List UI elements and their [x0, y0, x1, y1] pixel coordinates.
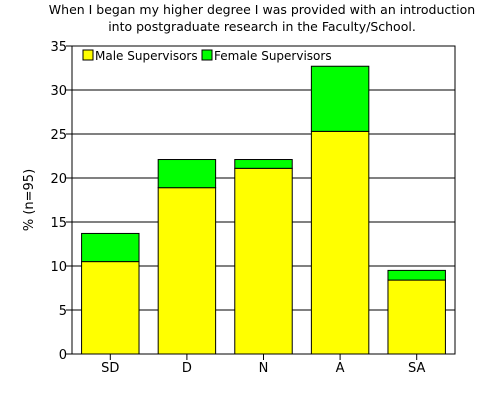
bar-segment-n-female: [234, 159, 293, 169]
bar-segment-d-female: [157, 159, 217, 189]
x-tick-label: SA: [408, 361, 425, 376]
x-tick-label: A: [336, 361, 345, 376]
chart-title-line-1: When I began my higher degree I was prov…: [49, 2, 475, 17]
plot-frame: [71, 45, 456, 355]
legend: Male Supervisors Female Supervisors: [82, 49, 332, 63]
y-tick-label: 0: [59, 348, 67, 363]
bars: [81, 65, 446, 355]
axes: 0 5 10 15 20 25 30 35 SD D N A SA: [50, 40, 456, 376]
y-tick-label: 5: [59, 304, 67, 319]
y-axis-label: % (n=95): [22, 169, 37, 231]
bar-segment-n-male: [234, 167, 293, 355]
legend-label-male: Male Supervisors: [95, 49, 198, 63]
chart-title-line-2: into postgraduate research in the Facult…: [108, 19, 416, 34]
y-tick-label: 15: [50, 216, 67, 231]
x-tick-label: N: [259, 361, 269, 376]
y-tick-label: 35: [50, 40, 67, 55]
bar-segment-a-female: [310, 65, 370, 132]
bar-segment-sa-female: [387, 269, 446, 281]
bar-segment-sd-male: [81, 261, 140, 355]
bar-segment-a-male: [310, 130, 370, 355]
y-tick-label: 20: [50, 172, 67, 187]
legend-label-female: Female Supervisors: [214, 49, 332, 63]
y-tick-label: 10: [50, 260, 67, 275]
bar-segment-sa-male: [387, 279, 446, 355]
legend-swatch-male: [82, 49, 94, 61]
legend-swatch-female: [201, 49, 213, 61]
y-tick-label: 25: [50, 128, 67, 143]
x-tick-label: SD: [101, 361, 119, 376]
x-tick-label: D: [182, 361, 192, 376]
y-tick-label: 30: [50, 84, 67, 99]
bar-segment-sd-female: [81, 232, 140, 263]
bar-segment-d-male: [157, 187, 217, 355]
